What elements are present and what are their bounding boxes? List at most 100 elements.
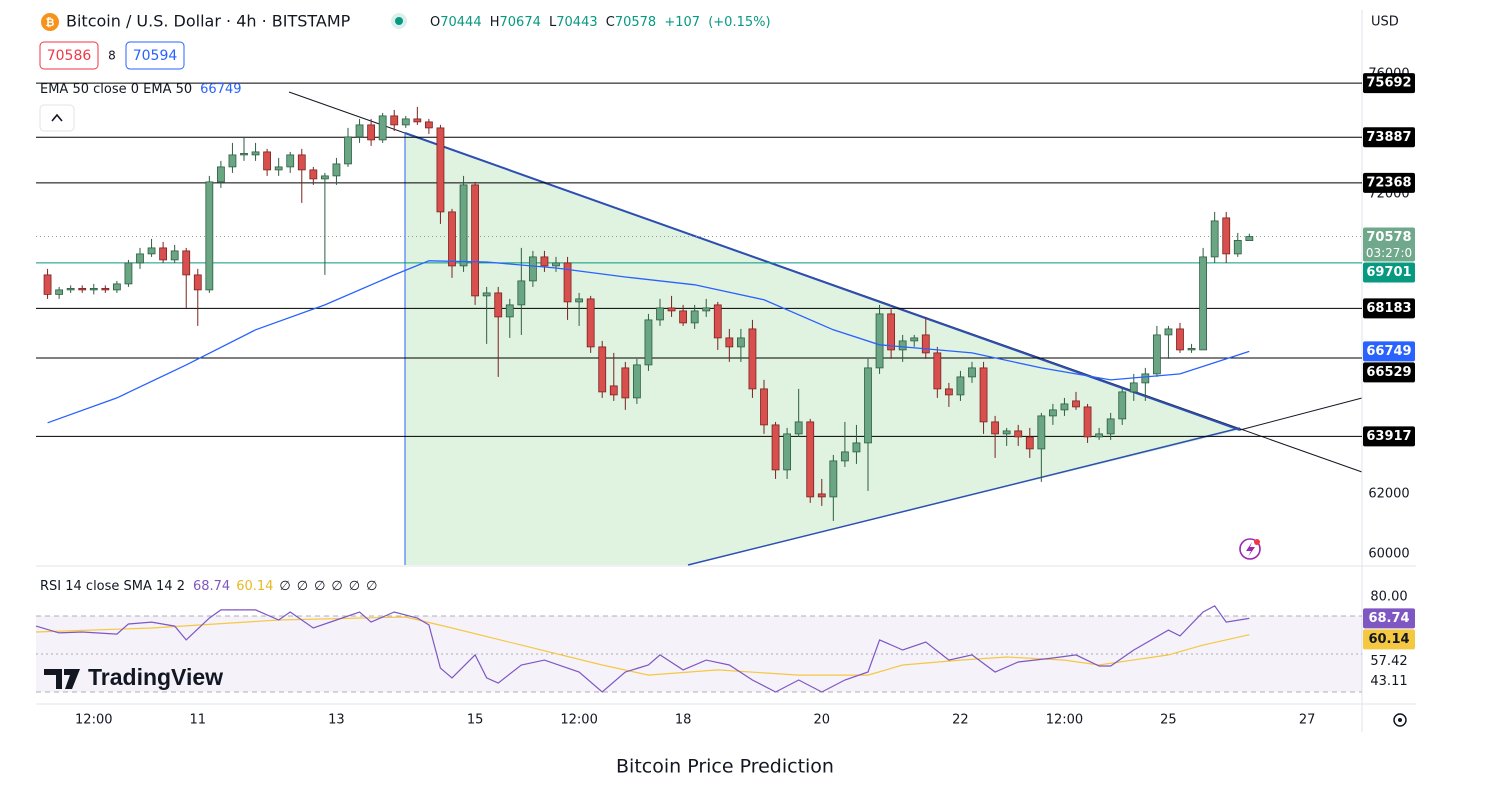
rsi-sma-line xyxy=(35,616,1250,676)
candle-body xyxy=(621,367,630,399)
alert-badge xyxy=(1254,539,1260,545)
candle-body xyxy=(355,124,364,138)
candle-body xyxy=(1176,328,1184,351)
candle-body xyxy=(609,385,618,396)
x-tick-label: 12:00 xyxy=(560,713,597,728)
ema-legend-value: 66749 xyxy=(200,82,241,97)
placeholder: ∅ xyxy=(314,579,325,594)
candle-body xyxy=(101,287,110,291)
market-status-dot xyxy=(395,17,403,25)
brand-name: TradingView xyxy=(88,664,223,690)
candle-body xyxy=(367,124,376,141)
collapse-button[interactable] xyxy=(39,104,75,132)
x-tick-label: 22 xyxy=(952,713,969,728)
candle-body xyxy=(147,247,156,255)
candle-body xyxy=(448,211,456,267)
spread: 8 xyxy=(108,49,116,63)
ema-line xyxy=(47,260,1250,424)
candle-body xyxy=(66,287,75,291)
candle-body xyxy=(413,118,422,123)
open-value: 70444 xyxy=(440,15,481,30)
candle-body xyxy=(1106,418,1115,435)
close-label: C xyxy=(606,15,615,30)
candle-body xyxy=(390,115,399,126)
candle-body xyxy=(1187,347,1196,351)
settings-icon-dot xyxy=(1398,718,1402,722)
last-price-label-box xyxy=(1363,227,1415,262)
symbol-title: Bitcoin / U.S. Dollar · 4h · BITSTAMP xyxy=(66,12,351,31)
placeholder: ∅ xyxy=(279,579,290,594)
candle-body xyxy=(736,337,745,348)
x-tick-label: 11 xyxy=(190,713,207,728)
level-label-box xyxy=(1363,127,1415,148)
candle-body xyxy=(240,152,248,156)
level-label-box xyxy=(1363,362,1415,383)
alert-icon[interactable] xyxy=(1239,538,1261,560)
candle-body xyxy=(991,421,1000,435)
candle-body xyxy=(159,247,168,261)
candle-body xyxy=(228,154,237,168)
level-label-box xyxy=(1363,426,1415,447)
candle-body xyxy=(667,307,676,312)
candle-body xyxy=(760,388,768,426)
candle-body xyxy=(378,115,387,141)
candle-body xyxy=(725,337,734,348)
buy-button[interactable] xyxy=(125,41,185,70)
candle-body xyxy=(263,151,272,171)
candle-body xyxy=(806,421,815,498)
candle-body xyxy=(1025,436,1034,450)
caret-icon xyxy=(51,113,63,122)
candle-body xyxy=(702,307,711,312)
candle-body xyxy=(124,262,133,285)
last-price-label: 03:27:0 xyxy=(1366,246,1412,260)
candle-body xyxy=(840,451,849,462)
candle-body xyxy=(864,367,872,444)
candle-body xyxy=(956,376,965,396)
level-label: 63917 xyxy=(1366,429,1411,444)
candle-body xyxy=(436,127,445,213)
change-pct: (+0.15%) xyxy=(708,15,770,30)
candle-body xyxy=(690,310,699,324)
candle-body xyxy=(112,283,121,291)
candle-body xyxy=(332,163,341,177)
high-label: H xyxy=(490,15,500,30)
candle-body xyxy=(482,292,491,297)
triangle-edge xyxy=(687,427,1241,566)
candle-body xyxy=(887,313,896,351)
candle-body xyxy=(309,169,318,180)
placeholder: ∅ xyxy=(331,579,342,594)
candle-body xyxy=(471,184,480,297)
rsi-line xyxy=(35,605,1250,693)
bitcoin-glyph: ₿ xyxy=(46,16,55,29)
candle-body xyxy=(286,154,295,168)
sell-button[interactable] xyxy=(39,41,99,70)
rsi-value-label: 68.74 xyxy=(1368,611,1409,626)
rsi-value-box xyxy=(1363,608,1415,629)
caption: Bitcoin Price Prediction xyxy=(616,756,834,778)
candle-body xyxy=(933,352,942,390)
candle-body xyxy=(540,256,549,267)
alert-bolt xyxy=(1246,542,1255,557)
candle-body xyxy=(783,433,792,471)
rsi-value-label: 60.14 xyxy=(1368,632,1409,647)
candle-body xyxy=(1014,430,1023,438)
candle-body xyxy=(944,388,953,396)
rsi-band-fill xyxy=(36,616,1362,692)
candle-body xyxy=(344,136,352,165)
x-tick-label: 18 xyxy=(675,713,692,728)
currency-label: USD xyxy=(1371,15,1399,30)
candle-body xyxy=(1233,239,1242,255)
candle-body xyxy=(136,253,144,264)
low-value: 70443 xyxy=(556,15,597,30)
candle-body xyxy=(1072,400,1080,408)
candle-body xyxy=(205,181,214,291)
candle-body xyxy=(1222,217,1231,255)
settings-icon[interactable] xyxy=(1393,713,1407,727)
placeholder: ∅ xyxy=(297,579,308,594)
candle-body xyxy=(459,184,468,267)
x-tick-label: 13 xyxy=(328,713,345,728)
ohlc-header: O70444 H70674 L70443 C70578 +107 (+0.15%… xyxy=(430,15,771,30)
candle-body xyxy=(644,319,653,366)
brand-logo xyxy=(44,669,80,689)
candle-body xyxy=(170,250,179,261)
